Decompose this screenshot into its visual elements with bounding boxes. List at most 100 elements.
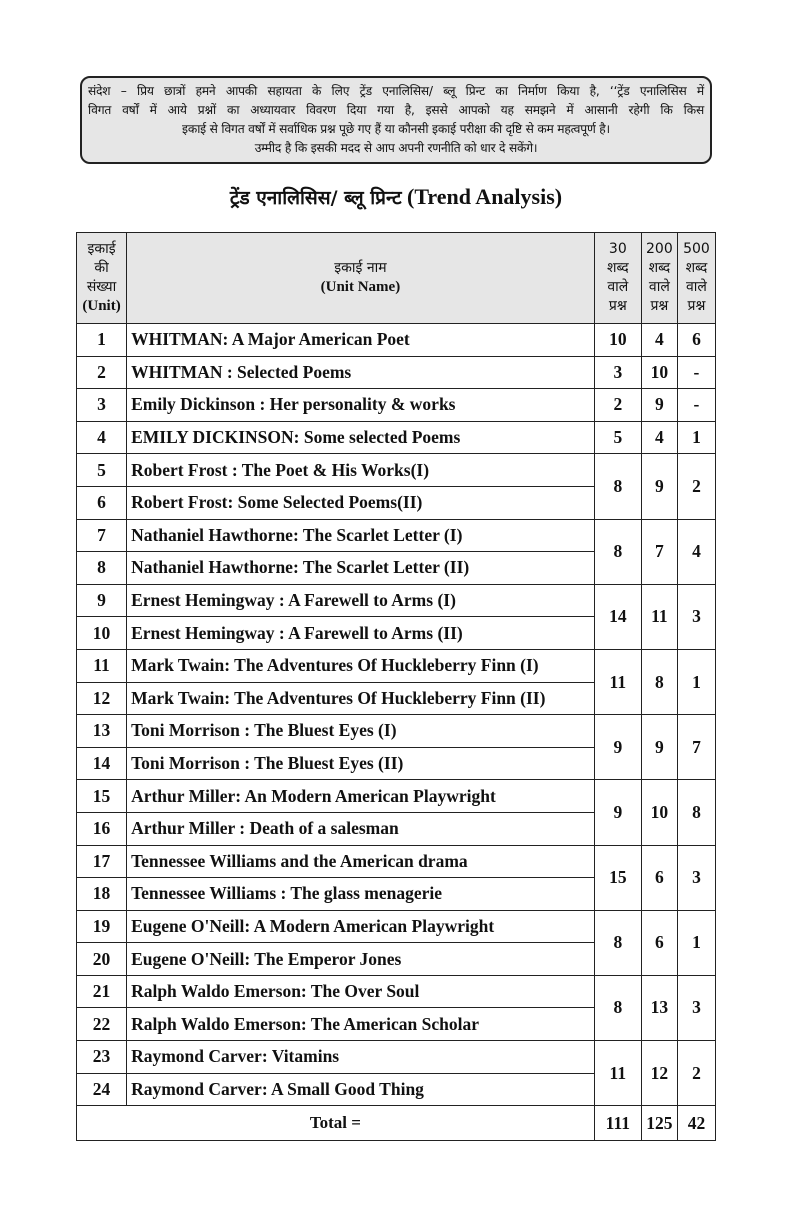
count-500: -	[676, 355, 717, 390]
header-text: प्रश्न	[650, 298, 669, 314]
header-text: (Unit Name)	[320, 279, 401, 295]
total-500: 42	[676, 1105, 717, 1142]
unit-name: Raymond Carver: A Small Good Thing	[126, 1072, 595, 1107]
header-200-words: 200 शब्द वाले प्रश्न	[640, 232, 678, 324]
unit-number: 2	[75, 355, 128, 390]
unit-name: Ralph Waldo Emerson: The Over Soul	[126, 974, 595, 1009]
count-30: 9	[593, 779, 642, 846]
count-30: 9	[593, 714, 642, 781]
unit-name: Arthur Miller: An Modern American Playwr…	[126, 779, 595, 813]
count-30: 8	[593, 453, 642, 520]
unit-number: 10	[75, 616, 128, 650]
unit-name: Tennessee Williams : The glass menagerie	[126, 877, 595, 911]
unit-name: Nathaniel Hawthorne: The Scarlet Letter …	[126, 551, 595, 585]
header-text: शब्द	[685, 260, 708, 276]
count-30: 10	[593, 323, 642, 357]
message-line: विगत वर्षों में आये प्रश्नों का अध्यायवा…	[88, 103, 704, 117]
unit-number: 1	[75, 323, 128, 357]
count-500: 1	[676, 420, 717, 455]
table-row: 10 Ernest Hemingway : A Farewell to Arms …	[75, 616, 716, 650]
count-30: 11	[593, 1040, 642, 1107]
unit-number: 20	[75, 942, 128, 976]
trend-analysis-table: इकाई की संख्या (Unit) इकाई नाम (Unit Nam…	[75, 232, 717, 1142]
total-label: Total =	[76, 1105, 595, 1142]
count-200: 13	[640, 974, 678, 1042]
message-line: संदेश – प्रिय छात्रों हमने आपकी सहायता क…	[88, 84, 704, 98]
unit-name: Eugene O'Neill: The Emperor Jones	[126, 942, 595, 976]
header-unit: इकाई की संख्या (Unit)	[75, 232, 128, 324]
count-500: 7	[676, 714, 717, 781]
header-text: 500	[683, 241, 710, 257]
count-500: 3	[676, 583, 717, 650]
message-line: उम्मीद है कि इसकी मदद से आप अपनी रणनीति …	[254, 141, 538, 155]
count-200: 6	[640, 844, 678, 911]
header-text: की	[94, 260, 109, 276]
count-500: 1	[676, 909, 717, 976]
header-text: प्रश्न	[608, 298, 627, 314]
count-500: 6	[676, 323, 717, 357]
unit-name: Raymond Carver: Vitamins	[126, 1040, 595, 1074]
table-row: 13 Toni Morrison : The Bluest Eyes (I) 9 9 7	[75, 714, 717, 781]
unit-number: 23	[75, 1040, 128, 1074]
count-500: -	[676, 388, 717, 422]
header-text: (Unit)	[82, 298, 121, 314]
table-row: 19 Eugene O'Neill: A Modern American Play…	[75, 909, 717, 976]
unit-number: 22	[75, 1007, 128, 1042]
table-row: 21 Ralph Waldo Emerson: The Over Soul 8 13 3	[75, 974, 717, 1042]
table-row: 5 Robert Frost : The Poet & His Works(I) 8…	[75, 453, 717, 520]
table-body: 1 WHITMAN: A Major American Poet 10 4 6 2 WHIT…	[75, 323, 717, 1107]
count-30: 14	[593, 583, 642, 650]
count-200: 9	[640, 453, 678, 520]
header-text: वाले	[686, 279, 707, 295]
table-row: 23 Raymond Carver: Vitamins 11 12 2	[75, 1040, 717, 1107]
table-row: 22 Ralph Waldo Emerson: The American Scho…	[75, 1007, 716, 1042]
unit-number: 12	[75, 681, 128, 716]
unit-name: Robert Frost : The Poet & His Works(I)	[126, 453, 595, 487]
count-200: 10	[640, 779, 678, 846]
count-30: 5	[593, 420, 642, 455]
table-row: 12 Mark Twain: The Adventures Of Hucklebe…	[75, 681, 716, 716]
count-200: 10	[640, 355, 678, 390]
unit-name: Ernest Hemingway : A Farewell to Arms (I…	[126, 583, 595, 618]
count-30: 11	[593, 648, 642, 716]
count-200: 12	[640, 1040, 678, 1107]
unit-number: 15	[75, 779, 128, 813]
total-30: 111	[593, 1105, 642, 1142]
header-text: संख्या	[86, 279, 117, 295]
table-row: 7 Nathaniel Hawthorne: The Scarlet Letter…	[75, 518, 717, 585]
unit-name: Emily Dickinson : Her personality & work…	[126, 388, 595, 422]
unit-name: Nathaniel Hawthorne: The Scarlet Letter …	[126, 518, 595, 553]
table-row: 8 Nathaniel Hawthorne: The Scarlet Letter…	[75, 551, 716, 585]
count-200: 9	[640, 388, 678, 422]
table-row: 4 EMILY DICKINSON: Some selected Poems 5 4 1	[75, 420, 717, 455]
header-text: वाले	[648, 279, 670, 295]
count-200: 4	[640, 420, 678, 455]
unit-number: 24	[75, 1072, 128, 1107]
unit-name: Ernest Hemingway : A Farewell to Arms (I…	[126, 616, 595, 650]
unit-number: 17	[75, 844, 128, 879]
message-line: इकाई से विगत वर्षों में सर्वाधिक प्रश्न …	[182, 122, 610, 136]
header-500-words: 500 शब्द वाले प्रश्न	[676, 232, 717, 324]
count-200: 11	[640, 583, 678, 650]
table-row: 18 Tennessee Williams : The glass menager…	[75, 877, 716, 911]
message-box: संदेश – प्रिय छात्रों हमने आपकी सहायता क…	[80, 76, 712, 164]
unit-number: 3	[75, 388, 128, 422]
title-english: (Trend Analysis)	[407, 184, 563, 209]
table-row: 15 Arthur Miller: An Modern American Play…	[75, 779, 717, 846]
unit-name: WHITMAN : Selected Poems	[126, 355, 595, 390]
count-500: 1	[676, 648, 717, 716]
unit-name: Mark Twain: The Adventures Of Huckleberr…	[126, 648, 595, 683]
table-row: 1 WHITMAN: A Major American Poet 10 4 6	[75, 323, 717, 357]
count-500: 3	[676, 844, 717, 911]
unit-number: 19	[75, 909, 128, 944]
table-row: 17 Tennessee Williams and the American dr…	[75, 844, 717, 911]
count-200: 7	[640, 518, 678, 585]
unit-number: 7	[75, 518, 128, 553]
count-30: 3	[593, 355, 642, 390]
count-30: 8	[593, 974, 642, 1042]
unit-number: 16	[75, 811, 128, 846]
title-hindi: ट्रेंड एनालिसिस/ ब्लू प्रिन्ट	[229, 187, 402, 209]
header-text: 30	[608, 241, 627, 257]
unit-name: Mark Twain: The Adventures Of Huckleberr…	[126, 681, 595, 716]
unit-name: Tennessee Williams and the American dram…	[126, 844, 595, 879]
